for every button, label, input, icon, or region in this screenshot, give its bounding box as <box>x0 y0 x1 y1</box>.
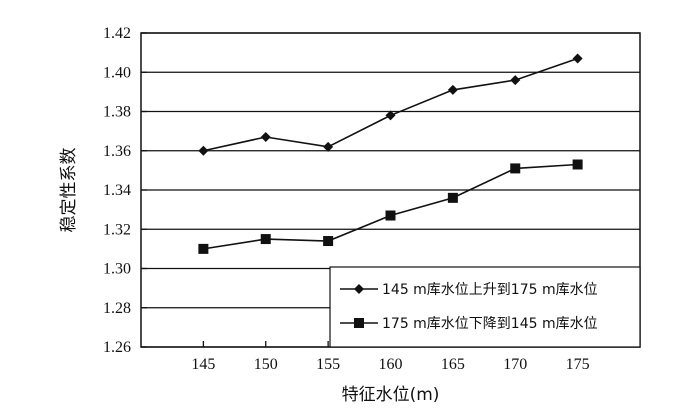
data-point-diamond <box>323 141 334 152</box>
x-tick-label: 160 <box>379 356 403 373</box>
data-point-diamond <box>198 145 209 156</box>
data-point-diamond <box>572 53 583 64</box>
y-tick-label: 1.30 <box>103 261 131 278</box>
y-tick-label: 1.38 <box>103 104 131 121</box>
data-point-square <box>198 243 209 254</box>
legend: 145 m库水位上升到175 m库水位 175 m库水位下降到145 m库水位 <box>329 266 641 348</box>
y-axis-label: 稳定性系数 <box>59 148 79 233</box>
y-tick-label: 1.34 <box>103 182 131 199</box>
y-tick-label: 1.42 <box>103 25 131 42</box>
x-tick-label: 155 <box>316 356 340 373</box>
y-tick-label: 1.32 <box>103 221 131 238</box>
legend-entry-rising: 145 m库水位上升到175 m库水位 <box>382 282 598 298</box>
data-point-square <box>323 236 334 247</box>
x-tick-label: 170 <box>503 356 527 373</box>
series-markers <box>198 53 583 254</box>
x-tick-label: 175 <box>566 356 590 373</box>
data-point-diamond <box>260 132 271 143</box>
data-point-square <box>385 210 396 221</box>
y-tick-label: 1.36 <box>103 143 131 160</box>
x-tick-label: 165 <box>441 356 465 373</box>
data-point-square <box>260 234 271 245</box>
series-line-falling <box>203 163 578 250</box>
data-point-square <box>447 192 458 203</box>
data-point-diamond <box>510 75 521 86</box>
x-tick-label: 150 <box>254 356 278 373</box>
legend-diamond-marker <box>354 284 364 294</box>
x-tick-labels: 145 150 155 160 165 170 175 <box>191 356 589 373</box>
y-tick-label: 1.26 <box>103 339 131 356</box>
data-point-diamond <box>447 84 458 95</box>
y-tick-labels: 1.26 1.28 1.30 1.32 1.34 1.36 1.38 1.40 1.42 <box>103 25 131 356</box>
x-axis-label: 特征水位(m) <box>342 385 440 405</box>
legend-entry-falling: 175 m库水位下降到145 m库水位 <box>382 316 598 332</box>
data-point-square <box>510 163 521 174</box>
data-point-square <box>572 159 583 170</box>
x-tick-label: 145 <box>191 356 215 373</box>
data-point-diamond <box>385 110 396 121</box>
y-tick-label: 1.40 <box>103 64 131 81</box>
legend-box <box>329 266 641 348</box>
y-tick-label: 1.28 <box>103 300 131 317</box>
legend-square-marker <box>354 318 364 328</box>
